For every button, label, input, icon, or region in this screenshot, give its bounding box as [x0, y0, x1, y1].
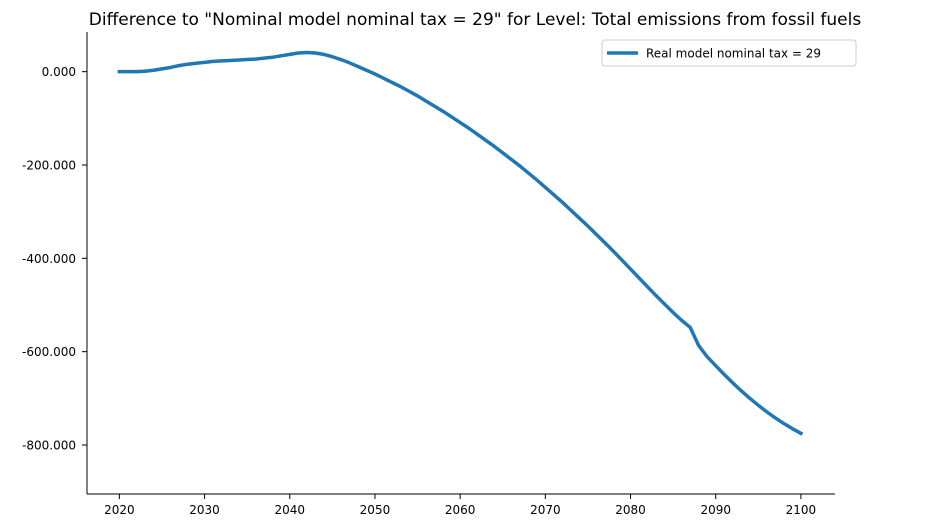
x-tick-label: 2090	[700, 503, 731, 517]
x-tick-label: 2060	[445, 503, 476, 517]
y-tick-label: -200.000	[22, 159, 76, 173]
x-tick-label: 2030	[189, 503, 220, 517]
x-tick-label: 2020	[104, 503, 135, 517]
series-line	[117, 50, 804, 436]
legend-box	[601, 39, 857, 67]
y-tick-label: -800.000	[22, 439, 76, 453]
x-tick-label: 2050	[360, 503, 391, 517]
legend-label: Real model nominal tax = 29	[646, 47, 821, 61]
x-tick-label: 2070	[530, 503, 561, 517]
y-tick-label: -400.000	[22, 252, 76, 266]
y-tick-label: -600.000	[22, 345, 76, 359]
x-tick-label: 2100	[786, 503, 817, 517]
x-tick-label: 2040	[274, 503, 305, 517]
axes: 2020 2030 2040 2050 2060 2070 2080 2090 2100 0.00…	[22, 32, 835, 517]
x-tick-label: 2080	[615, 503, 646, 517]
legend: Real model nominal tax = 29	[601, 39, 857, 67]
chart-title: Difference to "Nominal model nominal tax…	[89, 10, 862, 30]
y-tick-label: 0.000	[42, 65, 76, 79]
series-layer	[117, 50, 804, 436]
